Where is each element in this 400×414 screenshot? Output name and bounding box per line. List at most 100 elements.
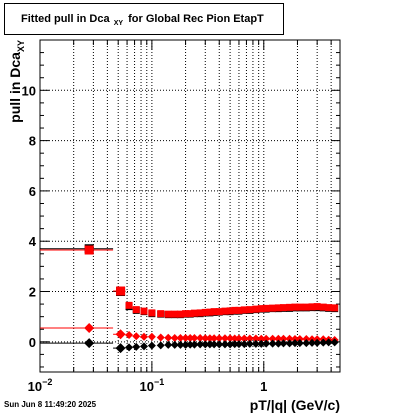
series-3-point bbox=[210, 340, 219, 349]
series-2-point bbox=[262, 334, 271, 343]
series-1-point bbox=[296, 303, 304, 311]
series-1-point bbox=[231, 306, 239, 314]
series-2-point bbox=[115, 329, 126, 340]
series-1-point bbox=[116, 286, 126, 296]
series-3-point bbox=[295, 339, 304, 348]
series-2-point bbox=[285, 334, 294, 343]
series-1-point bbox=[240, 306, 248, 314]
axis-labels: 0 2 4 6 8 10 10−2 10−1 1 pT/|q| (GeV/c) pull in Dc… bbox=[7, 40, 340, 413]
series-2-point bbox=[290, 335, 299, 344]
grid bbox=[40, 40, 340, 372]
series-3-point bbox=[245, 339, 254, 348]
x-tick-label: 1 bbox=[260, 379, 267, 394]
chart-title: Fitted pull in Dca XY for Global Rec Pio… bbox=[21, 13, 264, 27]
series-3-point bbox=[226, 340, 235, 349]
series-2-point bbox=[164, 333, 173, 342]
series-1-point bbox=[84, 245, 94, 255]
series-1-point bbox=[279, 304, 287, 312]
series-3-point bbox=[190, 340, 199, 349]
series-2-point bbox=[234, 334, 243, 343]
y-tick-label: 0 bbox=[29, 335, 36, 350]
series-3-point bbox=[186, 340, 195, 349]
series-3-point bbox=[251, 339, 260, 348]
series-2-point bbox=[245, 334, 254, 343]
series-1-point bbox=[210, 308, 218, 316]
series-1-point bbox=[331, 304, 339, 312]
series-3-point bbox=[230, 340, 239, 349]
series-3-point bbox=[170, 340, 179, 349]
series-1-point bbox=[157, 310, 165, 318]
series-3-point bbox=[139, 342, 148, 351]
series-3-point bbox=[164, 340, 173, 349]
series-1-point bbox=[313, 303, 321, 311]
series-2-point bbox=[205, 334, 214, 343]
y-tick-label: 10 bbox=[22, 83, 36, 98]
series-3-point bbox=[84, 338, 95, 349]
x-tick-label: 10−1 bbox=[140, 377, 165, 394]
series-2-point bbox=[302, 335, 311, 344]
title-suffix: for Global Rec Pion EtapT bbox=[128, 13, 264, 25]
series-3-point bbox=[147, 341, 156, 350]
y-axis-title: pull in DcaXY bbox=[7, 40, 26, 123]
series-1-point bbox=[148, 309, 156, 317]
series-2-point bbox=[190, 334, 199, 343]
series-2-point bbox=[139, 332, 148, 341]
series-3-point bbox=[268, 339, 277, 348]
series-2-point bbox=[268, 334, 277, 343]
series-2-point bbox=[274, 334, 283, 343]
series-1-point bbox=[215, 308, 223, 316]
series-2-point bbox=[125, 331, 134, 340]
series-2-point bbox=[220, 334, 229, 343]
series-1-point bbox=[221, 307, 229, 315]
series-2-point bbox=[176, 334, 185, 343]
series-1-point bbox=[206, 308, 214, 316]
series-2-point bbox=[170, 334, 179, 343]
y-tick-label: 4 bbox=[29, 234, 37, 249]
series-1-point bbox=[164, 310, 172, 318]
series-1-point bbox=[235, 306, 243, 314]
title-prefix: Fitted pull in Dca bbox=[21, 13, 110, 25]
series-3-point bbox=[115, 343, 126, 354]
series-3-point bbox=[262, 339, 271, 348]
series-3-point bbox=[240, 340, 249, 349]
series-1-point bbox=[252, 305, 260, 313]
series-2-point bbox=[226, 334, 235, 343]
series-2-point bbox=[196, 334, 205, 343]
series-1-point bbox=[302, 303, 310, 311]
series-1-point bbox=[226, 307, 234, 315]
title-subscript: XY bbox=[113, 20, 124, 27]
series-1-point bbox=[291, 303, 299, 311]
series-1-point bbox=[325, 304, 333, 312]
series-3-point bbox=[302, 339, 311, 348]
series-2-point bbox=[147, 332, 156, 341]
series-2-point bbox=[279, 334, 288, 343]
series-3-point bbox=[220, 340, 229, 349]
series-3-point bbox=[201, 340, 210, 349]
series-3-point bbox=[205, 340, 214, 349]
series-1-point bbox=[132, 306, 140, 314]
series-1-point bbox=[319, 303, 327, 311]
series-2-point bbox=[186, 334, 195, 343]
series-2-point bbox=[181, 334, 190, 343]
series-2-point bbox=[84, 322, 95, 333]
series-1-point bbox=[246, 306, 254, 314]
series-1-point bbox=[196, 309, 204, 317]
series-2-point bbox=[215, 334, 224, 343]
series-3-point bbox=[274, 339, 283, 348]
data-marks bbox=[40, 244, 339, 354]
series-1-point bbox=[269, 304, 277, 312]
series-3-point bbox=[176, 340, 185, 349]
series-1-point bbox=[190, 309, 198, 317]
series-2-point bbox=[230, 334, 239, 343]
series-3-point bbox=[132, 342, 141, 351]
series-1-point bbox=[125, 301, 133, 309]
series-2-point bbox=[251, 334, 260, 343]
plot-border bbox=[39, 39, 341, 373]
series-3-point bbox=[181, 340, 190, 349]
series-3-point bbox=[290, 339, 299, 348]
series-2-point bbox=[257, 334, 266, 343]
series-3-point bbox=[308, 338, 317, 347]
series-2-point bbox=[240, 334, 249, 343]
y-tick-label: 2 bbox=[29, 285, 36, 300]
